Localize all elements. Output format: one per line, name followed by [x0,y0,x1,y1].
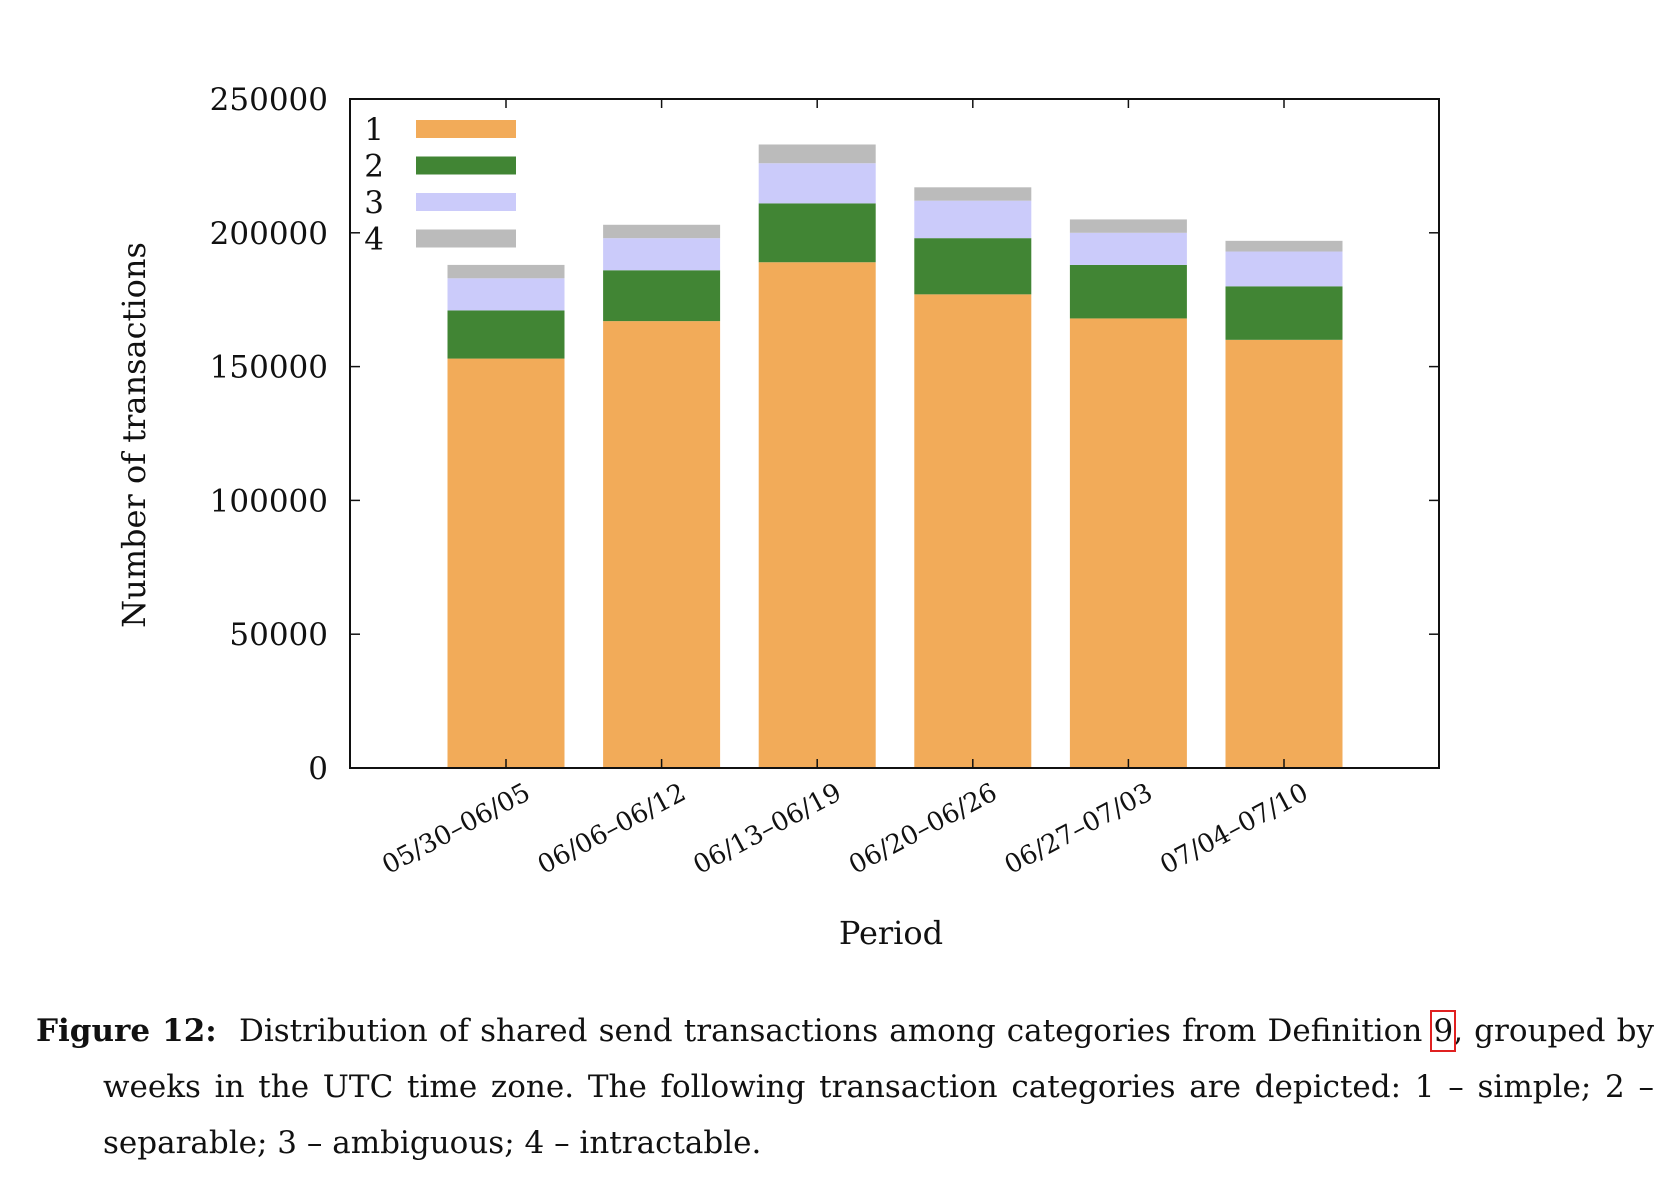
x-axis-label: Period [839,914,943,952]
bar-series-4-6 [1225,240,1343,252]
x-tick-label: 06/20–06/26 [844,778,1002,881]
bar-series-4-3 [758,144,876,164]
caption-definition-ref[interactable]: 9 [1430,1010,1457,1052]
figure-caption: Figure 12: Distribution of shared send t… [36,1003,1654,1171]
y-tick-label: 0 [308,751,328,787]
bars-layer [447,144,1343,768]
bar-series-1-6 [1225,339,1343,768]
y-tick-label: 250000 [210,82,328,118]
y-tick-label: 150000 [210,350,328,386]
bar-series-2-5 [1069,264,1187,319]
caption-text-after: , grouped by weeks in the UTC time zone.… [103,1013,1654,1161]
x-tick-label: 07/04–07/10 [1155,778,1313,881]
stacked-bar-chart: 05/30–06/0506/06–06/1206/13–06/1906/20–0… [115,82,1440,952]
bar-series-3-5 [1069,232,1187,265]
bar-series-3-1 [447,278,565,311]
legend-swatch-2 [416,156,516,175]
bar-series-2-6 [1225,286,1343,340]
legend-label-3: 3 [364,185,384,221]
bar-series-1-2 [603,321,721,768]
bar-series-3-3 [758,163,876,204]
legend-swatch-3 [416,193,516,211]
plot-frame [349,98,1440,769]
y-tick-label: 50000 [229,617,328,653]
caption-text-before: Distribution of shared send transactions… [239,1013,1434,1049]
x-tick-label: 06/13–06/19 [689,778,847,881]
x-tick-label: 06/06–06/12 [533,778,691,881]
bar-series-1-4 [914,294,1032,768]
y-axis-label: Number of transactions [115,242,153,628]
x-tick-label: 05/30–06/05 [377,778,535,881]
caption-label: Figure 12: [36,1013,217,1049]
x-tick-label: 06/27–07/03 [1000,778,1158,881]
legend-label-2: 2 [364,149,384,185]
bar-series-3-6 [1225,251,1343,287]
bar-series-1-1 [447,358,565,768]
y-tick-label: 200000 [210,216,328,252]
legend-label-1: 1 [364,112,384,148]
bar-series-2-2 [603,270,721,322]
bar-series-2-4 [914,238,1032,295]
bar-series-4-2 [603,224,721,239]
bar-series-1-5 [1069,318,1187,768]
legend-label-4: 4 [364,222,384,258]
y-tick-label: 100000 [210,483,328,519]
bar-series-4-5 [1069,219,1187,233]
bar-series-4-1 [447,264,565,279]
legend-swatch-1 [416,120,516,138]
bar-series-3-2 [603,238,721,271]
bar-series-2-1 [447,310,565,359]
bar-series-3-4 [914,200,1032,239]
legend-swatch-4 [416,229,516,248]
bar-series-1-3 [758,262,876,768]
bar-series-4-4 [914,187,1032,201]
bar-series-2-3 [758,203,876,263]
